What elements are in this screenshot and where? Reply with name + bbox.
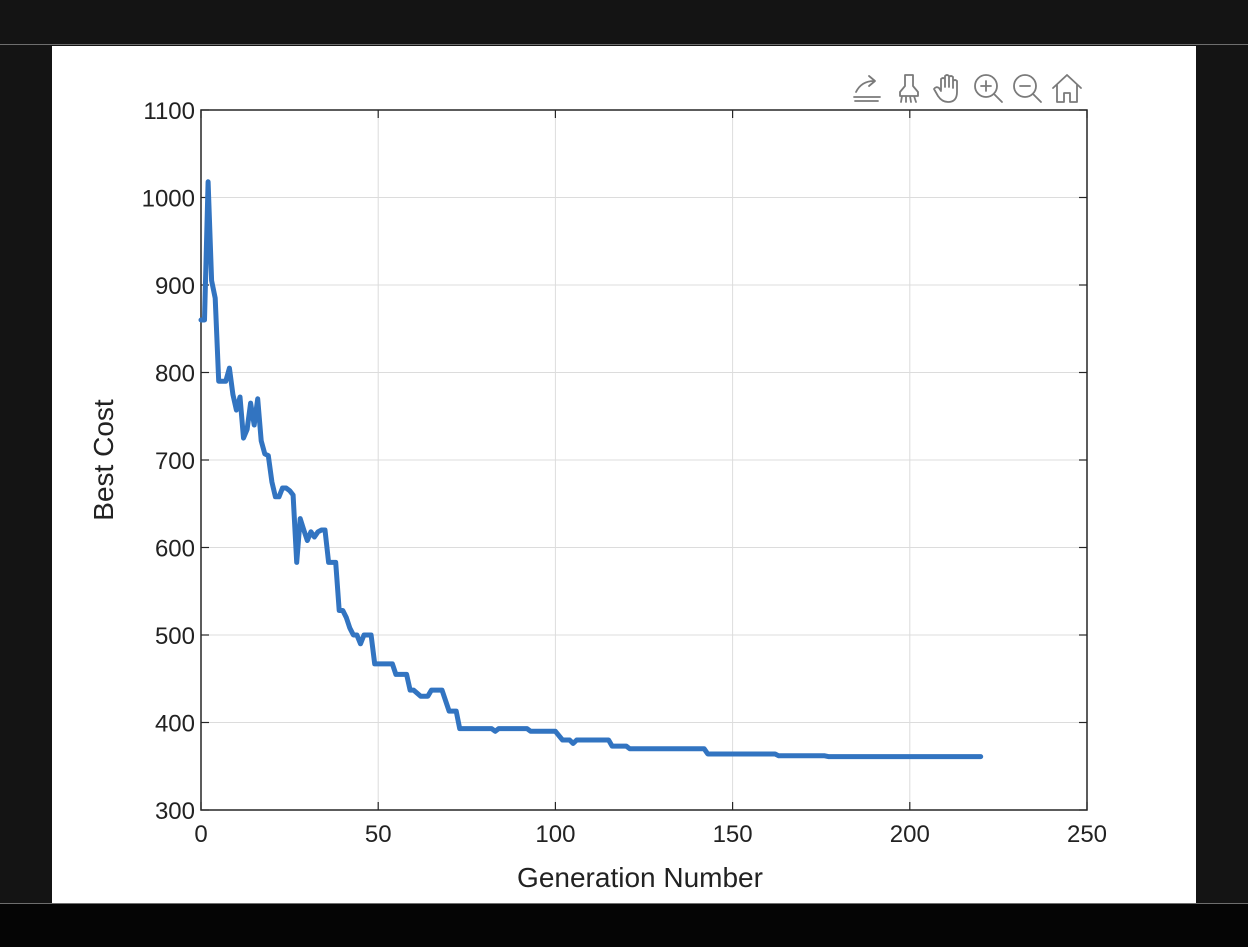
bottom-bar [0,903,1248,947]
brush-icon[interactable] [893,72,925,104]
axis-ticks: 0 50 100 150 200 250 300 400 500 600 700 800 900 1000… [142,98,1107,848]
x-tick-label: 100 [535,821,575,848]
y-tick-label: 400 [155,711,195,738]
y-tick-label: 1100 [143,98,195,125]
home-icon[interactable] [1051,72,1083,104]
pan-hand-icon[interactable] [932,72,964,104]
x-tick-label: 250 [1067,821,1107,848]
x-tick-label: 0 [194,821,207,848]
y-tick-label: 600 [155,536,195,563]
series-layer [198,179,984,760]
series-line [198,179,984,760]
export-icon[interactable] [852,72,884,104]
grid [201,110,1087,810]
x-tick-label: 150 [713,821,753,848]
y-axis-label: Best Cost [88,399,119,521]
x-axis-label: Generation Number [517,862,763,893]
y-tick-label: 700 [155,448,195,475]
y-tick-label: 500 [155,623,195,650]
y-tick-label: 900 [155,273,195,300]
axes-toolbar [852,72,1083,104]
y-tick-label: 1000 [142,186,195,213]
zoom-out-icon[interactable] [1011,72,1043,104]
top-bar [0,0,1248,45]
zoom-in-icon[interactable] [972,72,1004,104]
figure-panel [52,46,1196,903]
x-tick-label: 200 [890,821,930,848]
x-tick-label: 50 [365,821,392,848]
y-tick-label: 800 [155,361,195,388]
y-tick-label: 300 [155,798,195,825]
